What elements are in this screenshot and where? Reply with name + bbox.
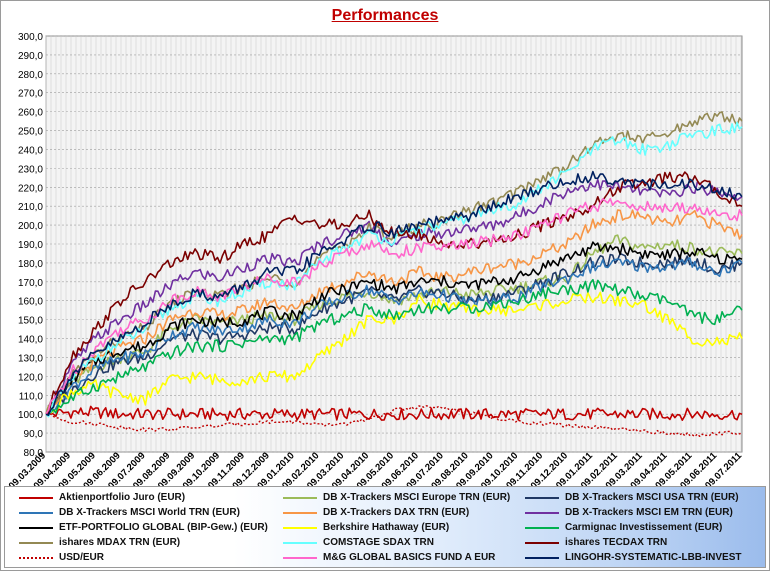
legend-item: Aktienportfolio Juro (EUR) (19, 492, 185, 503)
y-tick-label: 110,0 (19, 391, 44, 402)
legend-label: Aktienportfolio Juro (EUR) (59, 492, 186, 503)
legend-swatch (525, 496, 559, 499)
legend-swatch (283, 496, 317, 499)
legend-item: ishares TECDAX TRN (525, 537, 667, 548)
legend-swatch (283, 526, 317, 529)
y-tick-label: 250,0 (18, 127, 43, 138)
legend-item: DB X-Trackers MSCI EM TRN (EUR) (525, 507, 733, 518)
series-line (45, 405, 743, 438)
y-tick-label: 290,0 (18, 51, 43, 62)
y-tick-label: 80,0 (24, 448, 44, 459)
legend-label: LINGOHR-SYSTEMATIC-LBB-INVEST (565, 552, 742, 563)
legend-item: Carmignac Investissement (EUR) (525, 522, 722, 533)
y-tick-label: 140,0 (18, 335, 43, 346)
legend-swatch (283, 541, 317, 544)
y-tick-label: 230,0 (18, 164, 43, 175)
y-tick-label: 270,0 (18, 89, 43, 100)
legend-item: DB X-Trackers MSCI Europe TRN (EUR) (283, 492, 510, 503)
legend-label: Berkshire Hathaway (EUR) (323, 522, 450, 533)
legend-item: Berkshire Hathaway (EUR) (283, 522, 449, 533)
legend-item: USD/EUR (19, 552, 104, 563)
series-line (45, 197, 743, 415)
y-tick-label: 210,0 (18, 202, 43, 213)
legend-swatch (19, 511, 53, 514)
chart-title: Performances (331, 7, 439, 24)
legend-swatch (525, 526, 559, 529)
y-tick-label: 130,0 (18, 353, 43, 364)
y-tick-label: 160,0 (18, 297, 43, 308)
legend-label: ETF-PORTFOLIO GLOBAL (BIP-Gew.) (EUR) (59, 522, 268, 533)
y-tick-label: 100,0 (18, 410, 43, 421)
legend-label: DB X-Trackers MSCI EM TRN (EUR) (565, 507, 733, 518)
legend-item: DB X-Trackers MSCI World TRN (EUR) (19, 507, 240, 518)
legend-swatch (525, 556, 559, 559)
legend-label: M&G GLOBAL BASICS FUND A EUR (323, 552, 496, 563)
legend-swatch (19, 541, 53, 544)
y-tick-label: 120,0 (18, 372, 43, 383)
legend-label: DB X-Trackers MSCI USA TRN (EUR) (565, 492, 739, 503)
legend-swatch (525, 511, 559, 514)
y-tick-label: 260,0 (18, 108, 43, 119)
y-tick-label: 180,0 (18, 259, 43, 270)
y-tick-label: 240,0 (18, 145, 43, 156)
legend-item: M&G GLOBAL BASICS FUND A EUR (283, 552, 495, 563)
y-tick-label: 200,0 (18, 221, 43, 232)
series-line (45, 405, 743, 421)
series-line (45, 241, 743, 417)
legend-label: DB X-Trackers DAX TRN (EUR) (323, 507, 470, 518)
legend-label: ishares TECDAX TRN (565, 537, 668, 548)
y-tick-label: 220,0 (18, 183, 43, 194)
legend-item: LINGOHR-SYSTEMATIC-LBB-INVEST (525, 552, 741, 563)
legend-swatch (525, 541, 559, 544)
legend-label: ishares MDAX TRN (EUR) (59, 537, 181, 548)
y-tick-label: 190,0 (18, 240, 43, 251)
y-tick-label: 170,0 (18, 278, 43, 289)
legend-label: Carmignac Investissement (EUR) (565, 522, 723, 533)
series-line (45, 121, 743, 418)
chart-plot-svg: 80,0 90,0 100,0 110,0 120,0 130,0 140,0 150,0 16… (7, 32, 745, 490)
legend-item: ETF-PORTFOLIO GLOBAL (BIP-Gew.) (EUR) (19, 522, 268, 533)
series-line (45, 252, 743, 415)
legend-item: ishares MDAX TRN (EUR) (19, 537, 180, 548)
series-line (45, 291, 743, 415)
legend-label: DB X-Trackers MSCI Europe TRN (EUR) (323, 492, 511, 503)
legend-item: DB X-Trackers MSCI USA TRN (EUR) (525, 492, 739, 503)
legend-swatch (19, 496, 53, 499)
chart-legend: Aktienportfolio Juro (EUR) DB X-Trackers … (4, 486, 766, 568)
legend-label: COMSTAGE SDAX TRN (323, 537, 434, 548)
series-line (45, 170, 743, 416)
y-tick-label: 300,0 (18, 32, 43, 43)
series-line (45, 278, 743, 417)
legend-swatch (283, 511, 317, 514)
series-line (45, 234, 743, 418)
legend-label: DB X-Trackers MSCI World TRN (EUR) (59, 507, 240, 518)
y-tick-label: 150,0 (18, 316, 43, 327)
legend-item: COMSTAGE SDAX TRN (283, 537, 434, 548)
legend-item: DB X-Trackers DAX TRN (EUR) (283, 507, 469, 518)
y-tick-label: 280,0 (18, 70, 43, 81)
y-tick-label: 90,0 (24, 429, 44, 440)
legend-swatch (283, 556, 317, 559)
legend-swatch (19, 556, 53, 559)
legend-swatch (19, 526, 53, 529)
legend-label: USD/EUR (59, 552, 105, 563)
